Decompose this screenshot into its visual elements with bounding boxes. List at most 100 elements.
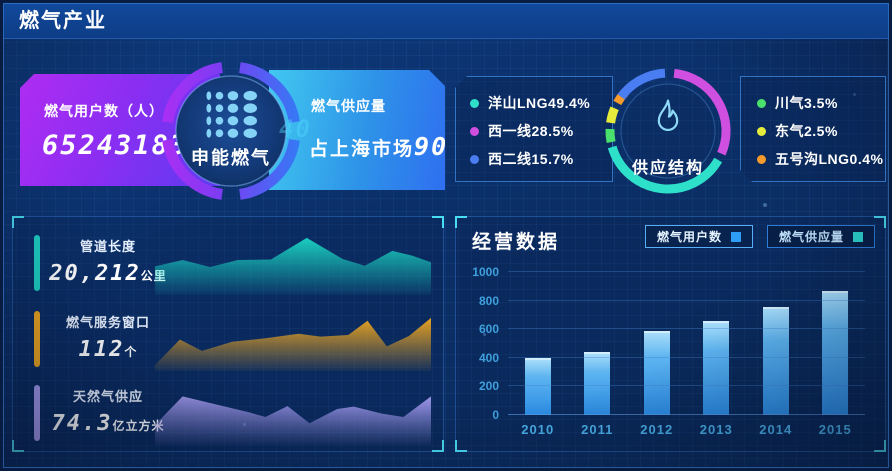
corner-bracket [455, 216, 467, 228]
stat-value: 20,212公里 [49, 260, 167, 286]
gas-supply-share: 占上海市场90% [309, 132, 460, 161]
y-axis-tick: 600 [478, 322, 499, 337]
brand-name: 申能燃气 [191, 148, 271, 168]
corner-bracket [874, 216, 886, 228]
legend-dot [757, 127, 766, 136]
stat-label: 管道长度 [79, 239, 136, 254]
legend-item: 东气2.5% [757, 117, 885, 145]
gas-users-card: 燃气用户数（人） 65243183 [20, 74, 220, 186]
legend-label: 东气2.5% [775, 123, 838, 139]
gridline [508, 385, 865, 387]
stat-text: 天然气供应 74.3亿立方米 [49, 377, 167, 436]
page-title: 燃气产业 [19, 10, 107, 32]
stat-color-bar [34, 235, 40, 291]
stat-text: 燃气服务窗口 112个 [49, 303, 167, 362]
bg-dot [763, 203, 767, 207]
stat-color-bar [34, 311, 40, 367]
dots-grid-icon [206, 90, 257, 139]
legend-item: 西一线28.5% [470, 117, 612, 145]
legend-label: 洋山LNG49.4% [488, 95, 591, 111]
chart-legend: 燃气用户数 燃气供应量 [644, 225, 875, 248]
gas-users-label: 燃气用户数（人） [44, 103, 164, 119]
legend-item: 洋山LNG49.4% [470, 89, 612, 117]
legend-label: 五号沟LNG0.4% [775, 151, 884, 167]
stat-area-chart [155, 305, 431, 371]
stat-unit: 亿立方米 [112, 419, 165, 433]
corner-bracket [432, 440, 444, 452]
stat-number: 112 [78, 337, 125, 362]
legend-dot [470, 126, 479, 136]
x-axis-tick: 2012 [640, 422, 674, 437]
legend-dot [757, 155, 766, 164]
x-axis-tick: 2015 [818, 422, 852, 437]
gas-users-value: 65243183 [42, 130, 189, 161]
x-axis-labels: 2010 2011 2012 2013 2014 2015 [508, 422, 865, 437]
dashboard-page: 燃气产业 燃气用户数（人） 65243183 燃气供应量 占上海市场90% [3, 3, 889, 468]
stats-panel: 管道长度 20,212公里 燃气服务窗口 112个 天然气供应 74.3亿立方米 [12, 216, 444, 452]
bar [584, 352, 611, 415]
flame-icon [657, 99, 679, 132]
legend-button-gas-supply[interactable]: 燃气供应量 [766, 225, 875, 248]
legend-item: 五号沟LNG0.4% [757, 145, 885, 173]
stat-row-service: 燃气服务窗口 112个 [13, 303, 443, 373]
legend-item: 西二线15.7% [470, 145, 612, 173]
legend-dot [757, 99, 766, 108]
corner-bracket [12, 440, 24, 452]
stat-row-pipeline: 管道长度 20,212公里 [13, 227, 443, 297]
stat-row-gas-supply: 天然气供应 74.3亿立方米 [13, 377, 443, 447]
legend-swatch [853, 231, 863, 242]
legend-button-label: 燃气用户数 [656, 230, 722, 244]
bar [762, 307, 789, 415]
brand-ring [162, 62, 300, 200]
supply-legend-left: 洋山LNG49.4% 西一线28.5% 西二线15.7% [455, 76, 613, 182]
stat-value: 74.3亿立方米 [49, 410, 167, 436]
stat-number: 74.3 [51, 411, 113, 436]
corner-bracket [874, 440, 886, 452]
gridline [508, 271, 865, 272]
supply-legend-right: 川气3.5% 东气2.5% 五号沟LNG0.4% [740, 76, 886, 182]
bar [822, 291, 849, 415]
stat-unit: 个 [124, 345, 138, 359]
y-axis-tick: 400 [478, 350, 499, 365]
y-axis-tick: 0 [492, 408, 499, 422]
brand-badge: 申能燃气 [156, 56, 306, 206]
stat-text: 管道长度 20,212公里 [49, 227, 167, 286]
supply-share-number: 90 [414, 132, 449, 161]
legend-dot [470, 98, 479, 108]
stat-area-chart [155, 379, 431, 445]
gridline [508, 328, 865, 330]
operating-title: 经营数据 [472, 232, 561, 253]
stat-number: 20,212 [49, 261, 141, 286]
legend-label: 川气3.5% [775, 95, 838, 111]
x-axis-tick: 2010 [521, 422, 555, 437]
decor-number: 40 [279, 115, 312, 143]
bar-series [508, 272, 865, 415]
legend-button-gas-users[interactable]: 燃气用户数 [644, 225, 753, 248]
x-axis-tick: 2011 [581, 422, 614, 437]
gas-supply-label: 燃气供应量 [311, 98, 386, 114]
supply-structure-donut: 供应结构 [593, 56, 743, 206]
legend-label: 西一线28.5% [488, 123, 574, 139]
legend-swatch [730, 231, 741, 242]
bar [643, 330, 670, 415]
page-header: 燃气产业 [3, 3, 889, 39]
legend-label: 西二线15.7% [488, 151, 574, 167]
gridline [508, 299, 865, 301]
supply-share-prefix: 占上海市场 [309, 139, 415, 160]
y-axis-tick: 1000 [472, 265, 499, 279]
stat-label: 天然气供应 [72, 389, 143, 404]
operating-data-panel: 经营数据 燃气用户数 燃气供应量 2010 2011 2012 2013 2014 201… [455, 216, 886, 452]
corner-bracket [455, 440, 467, 452]
stat-area-chart [155, 229, 431, 295]
legend-dot [470, 154, 479, 164]
stat-color-bar [34, 385, 40, 441]
gridline [508, 356, 865, 358]
bar-chart: 2010 2011 2012 2013 2014 2015 0 200 400 600 800 10… [472, 265, 865, 437]
bar [524, 357, 551, 415]
bar [703, 320, 730, 415]
legend-item: 川气3.5% [757, 89, 885, 117]
stat-label: 燃气服务窗口 [65, 315, 150, 330]
donut-title: 供应结构 [631, 160, 704, 177]
corner-bracket [432, 216, 444, 228]
y-axis-tick: 800 [478, 293, 499, 308]
